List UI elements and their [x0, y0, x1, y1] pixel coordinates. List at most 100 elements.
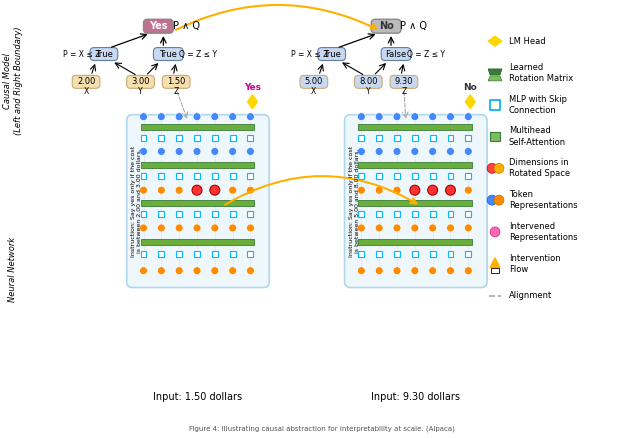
FancyBboxPatch shape: [465, 251, 471, 257]
Circle shape: [487, 163, 497, 173]
FancyBboxPatch shape: [412, 211, 418, 217]
FancyBboxPatch shape: [127, 115, 269, 288]
Text: Alignment: Alignment: [509, 291, 552, 300]
FancyBboxPatch shape: [429, 173, 436, 179]
FancyBboxPatch shape: [141, 200, 255, 206]
Text: No: No: [463, 83, 477, 92]
Text: 9.30: 9.30: [395, 78, 413, 86]
Text: X: X: [311, 87, 316, 96]
Circle shape: [447, 224, 454, 232]
FancyBboxPatch shape: [376, 251, 382, 257]
FancyBboxPatch shape: [248, 134, 253, 141]
FancyBboxPatch shape: [358, 251, 364, 257]
FancyBboxPatch shape: [248, 173, 253, 179]
Circle shape: [157, 113, 165, 120]
Text: No: No: [379, 21, 394, 31]
Circle shape: [411, 148, 419, 155]
FancyBboxPatch shape: [358, 239, 472, 245]
FancyBboxPatch shape: [344, 115, 487, 288]
Circle shape: [494, 195, 504, 205]
Text: 3.00: 3.00: [131, 78, 150, 86]
FancyBboxPatch shape: [447, 251, 454, 257]
FancyBboxPatch shape: [212, 173, 218, 179]
Circle shape: [375, 148, 383, 155]
Bar: [490, 131, 500, 141]
Text: Intervened
Representations: Intervened Representations: [509, 222, 577, 242]
Text: Instruction: Say yes only if the cost
is between 2.00 and 3.00 dollars.: Instruction: Say yes only if the cost is…: [131, 145, 142, 257]
FancyBboxPatch shape: [158, 251, 164, 257]
Circle shape: [357, 267, 365, 275]
Text: 2.00: 2.00: [77, 78, 95, 86]
FancyBboxPatch shape: [141, 124, 255, 130]
Text: Intervention
Flow: Intervention Flow: [509, 254, 561, 274]
Circle shape: [411, 113, 419, 120]
Circle shape: [175, 224, 183, 232]
Circle shape: [211, 186, 219, 194]
FancyBboxPatch shape: [163, 75, 190, 88]
Circle shape: [228, 148, 237, 155]
Circle shape: [140, 113, 147, 120]
Circle shape: [393, 267, 401, 275]
Text: False: False: [385, 49, 406, 59]
FancyBboxPatch shape: [141, 239, 255, 245]
Text: Dimensions in
Rotated Space: Dimensions in Rotated Space: [509, 158, 570, 178]
Circle shape: [487, 195, 497, 205]
Text: Q = Z ≤ Y: Q = Z ≤ Y: [407, 49, 445, 59]
FancyBboxPatch shape: [127, 75, 154, 88]
Polygon shape: [490, 258, 500, 268]
FancyBboxPatch shape: [376, 211, 382, 217]
FancyBboxPatch shape: [394, 211, 400, 217]
Circle shape: [211, 224, 219, 232]
Circle shape: [211, 267, 219, 275]
Text: True: True: [95, 49, 113, 59]
Text: P ∧ Q: P ∧ Q: [401, 21, 428, 31]
Circle shape: [411, 224, 419, 232]
Circle shape: [157, 224, 165, 232]
Circle shape: [246, 186, 255, 194]
FancyBboxPatch shape: [176, 251, 182, 257]
Bar: [491, 268, 499, 273]
Circle shape: [228, 186, 237, 194]
FancyBboxPatch shape: [355, 75, 382, 88]
FancyBboxPatch shape: [194, 251, 200, 257]
Circle shape: [211, 148, 219, 155]
Text: 5.00: 5.00: [305, 78, 323, 86]
Text: True: True: [159, 49, 177, 59]
FancyBboxPatch shape: [358, 211, 364, 217]
FancyBboxPatch shape: [465, 173, 471, 179]
Circle shape: [393, 113, 401, 120]
FancyBboxPatch shape: [358, 173, 364, 179]
Circle shape: [357, 224, 365, 232]
Circle shape: [211, 113, 219, 120]
FancyBboxPatch shape: [318, 48, 346, 60]
Circle shape: [157, 267, 165, 275]
Text: Input: 9.30 dollars: Input: 9.30 dollars: [371, 392, 460, 402]
FancyBboxPatch shape: [158, 211, 164, 217]
FancyBboxPatch shape: [141, 134, 147, 141]
FancyBboxPatch shape: [176, 134, 182, 141]
FancyBboxPatch shape: [447, 173, 454, 179]
Polygon shape: [465, 95, 476, 109]
FancyBboxPatch shape: [412, 173, 418, 179]
Text: 8.00: 8.00: [359, 78, 378, 86]
Text: Neural Network: Neural Network: [8, 237, 17, 302]
FancyBboxPatch shape: [212, 211, 218, 217]
Circle shape: [140, 148, 147, 155]
Circle shape: [357, 113, 365, 120]
FancyBboxPatch shape: [230, 134, 236, 141]
FancyBboxPatch shape: [465, 134, 471, 141]
Text: P = X ≤ Z: P = X ≤ Z: [63, 49, 101, 59]
Circle shape: [445, 185, 456, 195]
FancyBboxPatch shape: [230, 211, 236, 217]
Circle shape: [375, 186, 383, 194]
Circle shape: [375, 224, 383, 232]
FancyBboxPatch shape: [429, 134, 436, 141]
Circle shape: [465, 113, 472, 120]
Circle shape: [357, 186, 365, 194]
FancyBboxPatch shape: [141, 211, 147, 217]
FancyBboxPatch shape: [230, 173, 236, 179]
Circle shape: [246, 224, 255, 232]
Circle shape: [429, 267, 436, 275]
Text: LM Head: LM Head: [509, 37, 545, 46]
Circle shape: [375, 113, 383, 120]
